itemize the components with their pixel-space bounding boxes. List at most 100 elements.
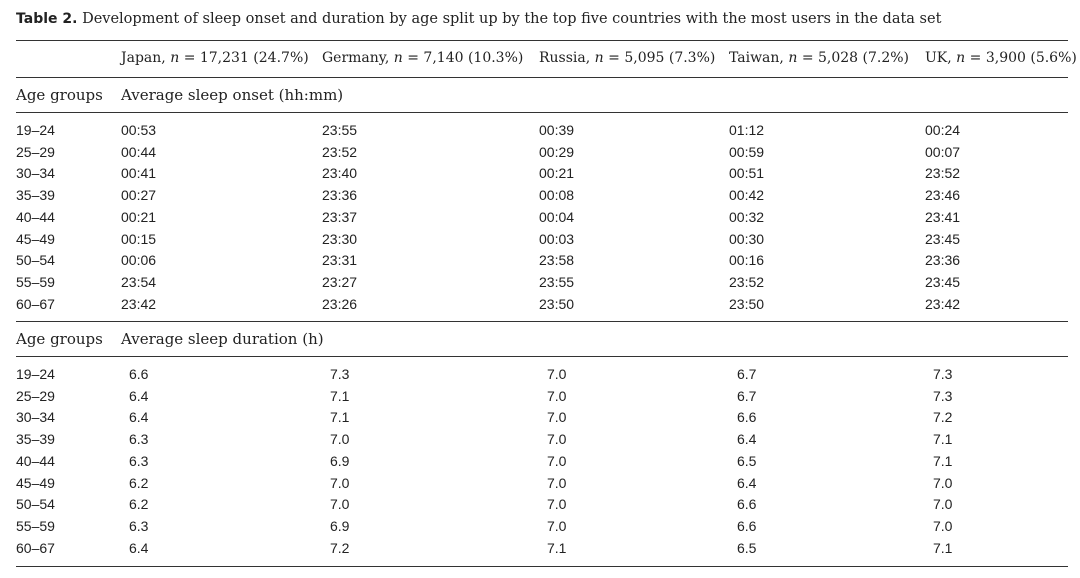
- duration-value-cell: 6.9: [330, 518, 350, 534]
- onset-value-cell: 23:40: [322, 165, 358, 181]
- table-caption-text: Development of sleep onset and duration …: [82, 11, 942, 27]
- onset-age-groups-label: Age groups: [16, 86, 103, 104]
- duration-value-cell: 7.0: [547, 388, 567, 404]
- header-rule: [16, 77, 1068, 78]
- age-group-cell: 60–67: [16, 540, 55, 556]
- duration-value-cell: 7.0: [547, 366, 567, 382]
- duration-measure-label: Average sleep duration (h): [121, 330, 324, 348]
- onset-value-cell: 00:15: [121, 231, 157, 247]
- duration-value-cell: 7.3: [933, 366, 953, 382]
- duration-value-cell: 7.0: [330, 496, 350, 512]
- onset-value-cell: 00:24: [925, 122, 961, 138]
- age-group-cell: 25–29: [16, 388, 55, 404]
- age-group-cell: 45–49: [16, 475, 55, 491]
- duration-value-cell: 6.9: [330, 453, 350, 469]
- duration-value-cell: 7.0: [547, 409, 567, 425]
- duration-value-cell: 7.1: [933, 453, 953, 469]
- column-header-uk: UK, n = 3,900 (5.6%): [925, 50, 1077, 66]
- onset-value-cell: 00:51: [729, 165, 765, 181]
- onset-value-cell: 00:16: [729, 252, 765, 268]
- duration-value-cell: 6.6: [737, 518, 757, 534]
- column-header-taiwan: Taiwan, n = 5,028 (7.2%): [729, 50, 910, 66]
- duration-value-cell: 7.1: [330, 409, 350, 425]
- table-top-rule: [16, 40, 1068, 42]
- duration-value-cell: 7.0: [330, 475, 350, 491]
- onset-value-cell: 00:03: [539, 231, 575, 247]
- table-bottom-rule: [16, 566, 1068, 568]
- duration-value-cell: 7.1: [547, 540, 567, 556]
- onset-value-cell: 23:41: [925, 209, 961, 225]
- onset-value-cell: 23:52: [322, 144, 358, 160]
- duration-value-cell: 6.4: [129, 409, 149, 425]
- age-group-cell: 55–59: [16, 518, 55, 534]
- age-group-cell: 19–24: [16, 122, 55, 138]
- column-header-russia: Russia, n = 5,095 (7.3%): [539, 50, 716, 66]
- onset-value-cell: 23:31: [322, 252, 358, 268]
- onset-value-cell: 23:30: [322, 231, 358, 247]
- duration-value-cell: 6.4: [129, 388, 149, 404]
- age-group-cell: 35–39: [16, 187, 55, 203]
- duration-value-cell: 7.0: [933, 496, 953, 512]
- onset-measure-label: Average sleep onset (hh:mm): [121, 86, 344, 104]
- duration-value-cell: 7.0: [547, 475, 567, 491]
- age-group-cell: 50–54: [16, 496, 55, 512]
- column-header-japan: Japan, n = 17,231 (24.7%): [121, 50, 309, 66]
- onset-value-cell: 00:27: [121, 187, 157, 203]
- onset-value-cell: 23:46: [925, 187, 961, 203]
- duration-value-cell: 7.1: [330, 388, 350, 404]
- age-group-cell: 60–67: [16, 296, 55, 312]
- onset-value-cell: 00:06: [121, 252, 157, 268]
- onset-value-cell: 23:42: [925, 296, 961, 312]
- onset-value-cell: 23:55: [539, 274, 575, 290]
- onset-value-cell: 23:55: [322, 122, 358, 138]
- onset-value-cell: 00:39: [539, 122, 575, 138]
- duration-value-cell: 6.5: [737, 453, 757, 469]
- duration-value-cell: 7.0: [547, 431, 567, 447]
- onset-value-cell: 23:54: [121, 274, 157, 290]
- age-group-cell: 55–59: [16, 274, 55, 290]
- duration-value-cell: 7.0: [547, 496, 567, 512]
- onset-value-cell: 23:42: [121, 296, 157, 312]
- duration-value-cell: 6.3: [129, 518, 149, 534]
- duration-value-cell: 7.0: [933, 518, 953, 534]
- duration-value-cell: 6.2: [129, 475, 149, 491]
- column-header-germany: Germany, n = 7,140 (10.3%): [322, 50, 524, 66]
- duration-value-cell: 7.1: [933, 431, 953, 447]
- duration-value-cell: 7.0: [547, 453, 567, 469]
- onset-value-cell: 00:21: [121, 209, 157, 225]
- onset-value-cell: 00:07: [925, 144, 961, 160]
- onset-value-cell: 23:36: [322, 187, 358, 203]
- duration-value-cell: 7.2: [330, 540, 350, 556]
- onset-value-cell: 00:21: [539, 165, 575, 181]
- age-group-cell: 35–39: [16, 431, 55, 447]
- onset-value-cell: 00:29: [539, 144, 575, 160]
- duration-value-cell: 6.4: [737, 431, 757, 447]
- onset-value-cell: 23:36: [925, 252, 961, 268]
- age-group-cell: 30–34: [16, 165, 55, 181]
- onset-value-cell: 00:32: [729, 209, 765, 225]
- onset-value-cell: 01:12: [729, 122, 765, 138]
- age-group-cell: 50–54: [16, 252, 55, 268]
- duration-value-cell: 7.3: [330, 366, 350, 382]
- duration-value-cell: 7.2: [933, 409, 953, 425]
- duration-section-rule: [16, 356, 1068, 357]
- section-divider-rule: [16, 321, 1068, 322]
- onset-value-cell: 00:44: [121, 144, 157, 160]
- duration-value-cell: 7.0: [933, 475, 953, 491]
- onset-value-cell: 23:58: [539, 252, 575, 268]
- table-caption-label: Table 2.: [16, 11, 78, 27]
- age-group-cell: 30–34: [16, 409, 55, 425]
- onset-value-cell: 23:45: [925, 231, 961, 247]
- onset-value-cell: 00:59: [729, 144, 765, 160]
- duration-value-cell: 6.7: [737, 388, 757, 404]
- duration-value-cell: 6.6: [737, 409, 757, 425]
- duration-value-cell: 6.5: [737, 540, 757, 556]
- duration-value-cell: 6.3: [129, 431, 149, 447]
- duration-value-cell: 6.2: [129, 496, 149, 512]
- onset-value-cell: 00:04: [539, 209, 575, 225]
- onset-value-cell: 00:53: [121, 122, 157, 138]
- duration-value-cell: 7.0: [330, 431, 350, 447]
- duration-value-cell: 6.7: [737, 366, 757, 382]
- onset-value-cell: 23:52: [925, 165, 961, 181]
- onset-value-cell: 00:30: [729, 231, 765, 247]
